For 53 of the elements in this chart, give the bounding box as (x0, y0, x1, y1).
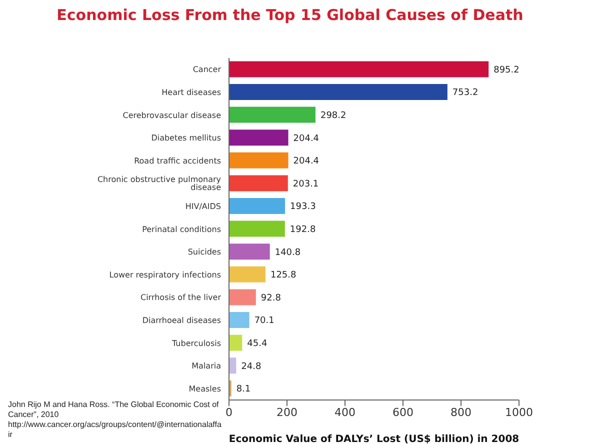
bar (229, 152, 288, 168)
y-tick-label: Suicides (188, 248, 221, 257)
data-label: 140.8 (274, 248, 301, 258)
data-label: 895.2 (494, 65, 520, 76)
data-label: 125.8 (270, 270, 297, 281)
bar (229, 106, 316, 123)
y-tick-label: Cirrhosis of the liver (140, 293, 222, 302)
y-tick-label: Tuberculosis (171, 338, 221, 348)
y-tick-label: Heart diseases (162, 88, 221, 98)
x-tick-label: 400 (334, 406, 356, 419)
x-tick-label: 800 (450, 406, 472, 419)
y-tick-label: HIV/AIDS (185, 202, 221, 212)
bar (229, 358, 236, 374)
bar (229, 175, 288, 192)
data-label: 70.1 (254, 316, 274, 326)
y-tick-label: Diarrhoeal diseases (142, 316, 221, 326)
x-axis-title: Economic Value of DALYs’ Lost (US$ billion) in 2008 (228, 434, 520, 444)
bar (229, 130, 288, 146)
data-label: 8.1 (236, 384, 251, 395)
chart-title: Economic Loss From the Top 15 Global Causes of Death (56, 6, 524, 24)
data-label: 192.8 (290, 224, 316, 235)
y-tick-label: Malaria (192, 362, 222, 371)
bar (229, 289, 256, 306)
bar (229, 220, 285, 237)
y-tick-label: Cancer (192, 65, 222, 74)
y-tick-label: Perinatal conditions (142, 224, 221, 234)
bar (229, 61, 489, 78)
data-label: 298.2 (320, 110, 346, 121)
x-tick-label: 0 (226, 406, 232, 419)
bar (229, 266, 266, 282)
bar (229, 312, 250, 328)
x-tick-label: 600 (392, 406, 414, 419)
x-tick-label: 200 (276, 406, 298, 419)
data-label: 204.4 (293, 134, 320, 144)
data-label: 753.2 (452, 88, 478, 98)
y-tick-label: Measles (188, 384, 221, 394)
y-tick-label: Chronic obstructive pulmonary disease (97, 175, 222, 192)
bar (229, 334, 242, 351)
bar (229, 244, 270, 260)
y-tick-label: Road traffic accidents (134, 156, 221, 166)
data-label: 45.4 (247, 338, 268, 349)
y-tick-label: Cerebrovascular disease (122, 110, 222, 120)
bar (229, 84, 448, 100)
text: http://www.cancer.org/acs/groups/content/@internationalaffair (8, 420, 222, 440)
x-tick-label: 1000 (505, 406, 533, 419)
data-label: 92.8 (260, 293, 282, 304)
bar (229, 198, 286, 214)
data-label: 204.4 (293, 156, 320, 167)
y-tick-label: Diabetes mellitus (151, 134, 221, 143)
data-label: 193.3 (290, 202, 316, 212)
y-tick-label: Lower respiratory infections (109, 270, 221, 280)
data-label: 203.1 (292, 179, 319, 190)
data-label: 24.8 (241, 362, 262, 372)
